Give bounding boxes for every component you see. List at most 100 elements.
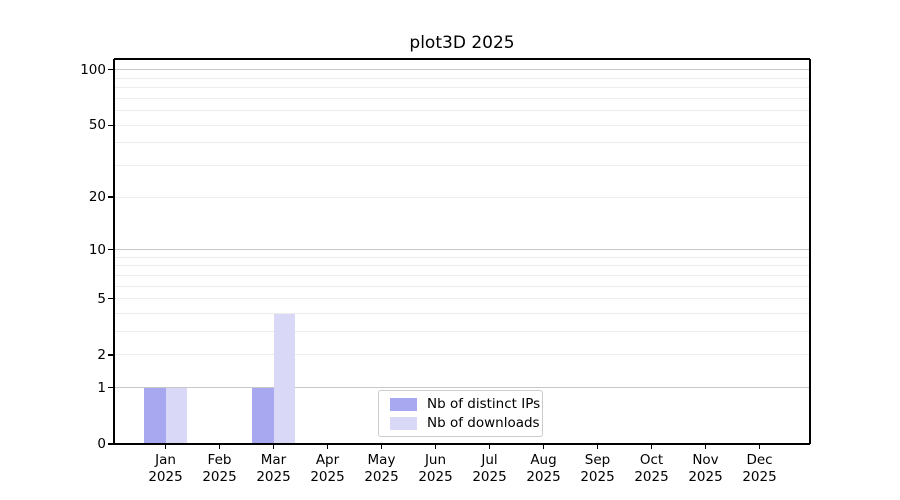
bar-distinct-ips xyxy=(252,387,274,444)
x-tick-label: Feb 2025 xyxy=(192,452,248,486)
y-tick-label: 50 xyxy=(88,117,106,134)
plot-spine-bottom xyxy=(114,443,810,445)
x-tick-month: Aug xyxy=(530,452,557,468)
bar-downloads xyxy=(165,387,187,444)
plot-spine-top xyxy=(114,58,810,60)
gridline-minor xyxy=(114,313,810,314)
gridline-major xyxy=(114,69,810,71)
x-axis-tick xyxy=(704,444,707,449)
x-axis-tick xyxy=(272,444,275,449)
x-tick-label: Oct 2025 xyxy=(624,452,680,486)
x-tick-month: Sep xyxy=(584,452,611,468)
gridline-minor xyxy=(114,124,810,126)
x-tick-label: Sep 2025 xyxy=(570,452,626,486)
y-axis-tick xyxy=(108,354,114,356)
x-axis-tick xyxy=(380,444,383,449)
x-tick-year: 2025 xyxy=(472,469,507,485)
x-tick-label: Nov 2025 xyxy=(678,452,734,486)
x-tick-month: Feb xyxy=(207,452,232,468)
chart-title: plot3D 2025 xyxy=(409,33,515,53)
gridline-minor xyxy=(114,285,810,287)
x-tick-year: 2025 xyxy=(526,469,561,485)
x-tick-month: May xyxy=(367,452,396,468)
y-axis-tick xyxy=(108,124,114,126)
y-axis-tick xyxy=(108,443,114,445)
legend-item: Nb of downloads xyxy=(379,415,542,431)
x-tick-label: Jun 2025 xyxy=(408,452,464,486)
y-axis-tick xyxy=(108,298,114,300)
y-axis-tick xyxy=(108,196,114,198)
x-axis-tick xyxy=(758,444,761,449)
y-tick-label: 100 xyxy=(80,61,106,78)
x-tick-year: 2025 xyxy=(202,469,237,485)
x-tick-year: 2025 xyxy=(364,469,399,485)
y-tick-label: 10 xyxy=(88,241,106,258)
legend-swatch-downloads xyxy=(390,416,417,430)
x-tick-month: Jul xyxy=(481,452,498,468)
plot-spine-left xyxy=(113,59,115,444)
gridline-minor xyxy=(114,196,810,198)
y-axis-tick xyxy=(108,387,114,389)
gridline-minor xyxy=(114,142,810,144)
gridline-minor xyxy=(114,97,810,99)
x-tick-label: Dec 2025 xyxy=(732,452,788,486)
x-tick-label: Jan 2025 xyxy=(138,452,194,486)
legend-label: Nb of distinct IPs xyxy=(427,396,541,412)
y-axis-tick xyxy=(108,69,114,71)
gridline-minor xyxy=(114,274,810,276)
x-axis-tick xyxy=(596,444,599,449)
bar-downloads xyxy=(273,313,295,444)
x-axis-tick xyxy=(326,444,329,449)
x-tick-year: 2025 xyxy=(688,469,723,485)
x-tick-year: 2025 xyxy=(742,469,777,485)
x-tick-month: Oct xyxy=(639,452,664,468)
gridline-major xyxy=(114,248,810,251)
legend-swatch-distinct-ips xyxy=(390,397,417,411)
x-tick-year: 2025 xyxy=(256,469,291,485)
x-tick-month: Jan xyxy=(155,452,176,468)
plot-spine-right xyxy=(809,59,811,444)
x-axis-tick xyxy=(650,444,653,449)
x-tick-year: 2025 xyxy=(418,469,453,485)
gridline-minor xyxy=(114,354,810,356)
x-axis-tick xyxy=(218,444,221,449)
y-tick-label: 1 xyxy=(97,379,106,396)
gridline-minor xyxy=(114,77,810,79)
x-tick-month: Jun xyxy=(424,452,447,468)
x-tick-year: 2025 xyxy=(634,469,669,485)
x-tick-month: Mar xyxy=(260,452,287,468)
x-tick-month: Apr xyxy=(315,452,340,468)
x-tick-month: Dec xyxy=(746,452,773,468)
x-tick-year: 2025 xyxy=(310,469,345,485)
y-axis-tick xyxy=(108,248,114,251)
x-tick-year: 2025 xyxy=(580,469,615,485)
x-tick-label: May 2025 xyxy=(354,452,410,486)
x-axis-tick xyxy=(164,444,167,449)
x-tick-label: Aug 2025 xyxy=(516,452,572,486)
legend-label: Nb of downloads xyxy=(427,415,540,431)
gridline-major xyxy=(114,387,810,389)
x-axis-tick xyxy=(434,444,437,449)
gridline-minor xyxy=(114,165,810,167)
y-tick-label: 20 xyxy=(88,189,106,206)
bar-distinct-ips xyxy=(144,387,166,444)
x-tick-label: Apr 2025 xyxy=(300,452,356,486)
gridline-minor xyxy=(114,256,810,258)
legend: Nb of distinct IPs Nb of downloads xyxy=(378,390,543,437)
gridline-minor xyxy=(114,87,810,89)
y-tick-label: 5 xyxy=(97,290,106,307)
gridline-minor xyxy=(114,331,810,333)
gridline-minor xyxy=(114,265,810,267)
x-tick-label: Mar 2025 xyxy=(246,452,302,486)
x-tick-month: Nov xyxy=(692,452,719,468)
x-tick-year: 2025 xyxy=(148,469,183,485)
legend-item: Nb of distinct IPs xyxy=(379,396,542,412)
y-tick-label: 2 xyxy=(97,346,106,363)
x-tick-label: Jul 2025 xyxy=(462,452,518,486)
x-axis-tick xyxy=(488,444,491,449)
gridline-minor xyxy=(114,298,810,300)
x-axis-tick xyxy=(542,444,545,449)
plot-area: 0 1 2 5 10 20 50 100 Jan 2025 Feb 2025 Mar 2025 Apr 202… xyxy=(80,58,811,485)
y-tick-label: 0 xyxy=(97,436,106,452)
